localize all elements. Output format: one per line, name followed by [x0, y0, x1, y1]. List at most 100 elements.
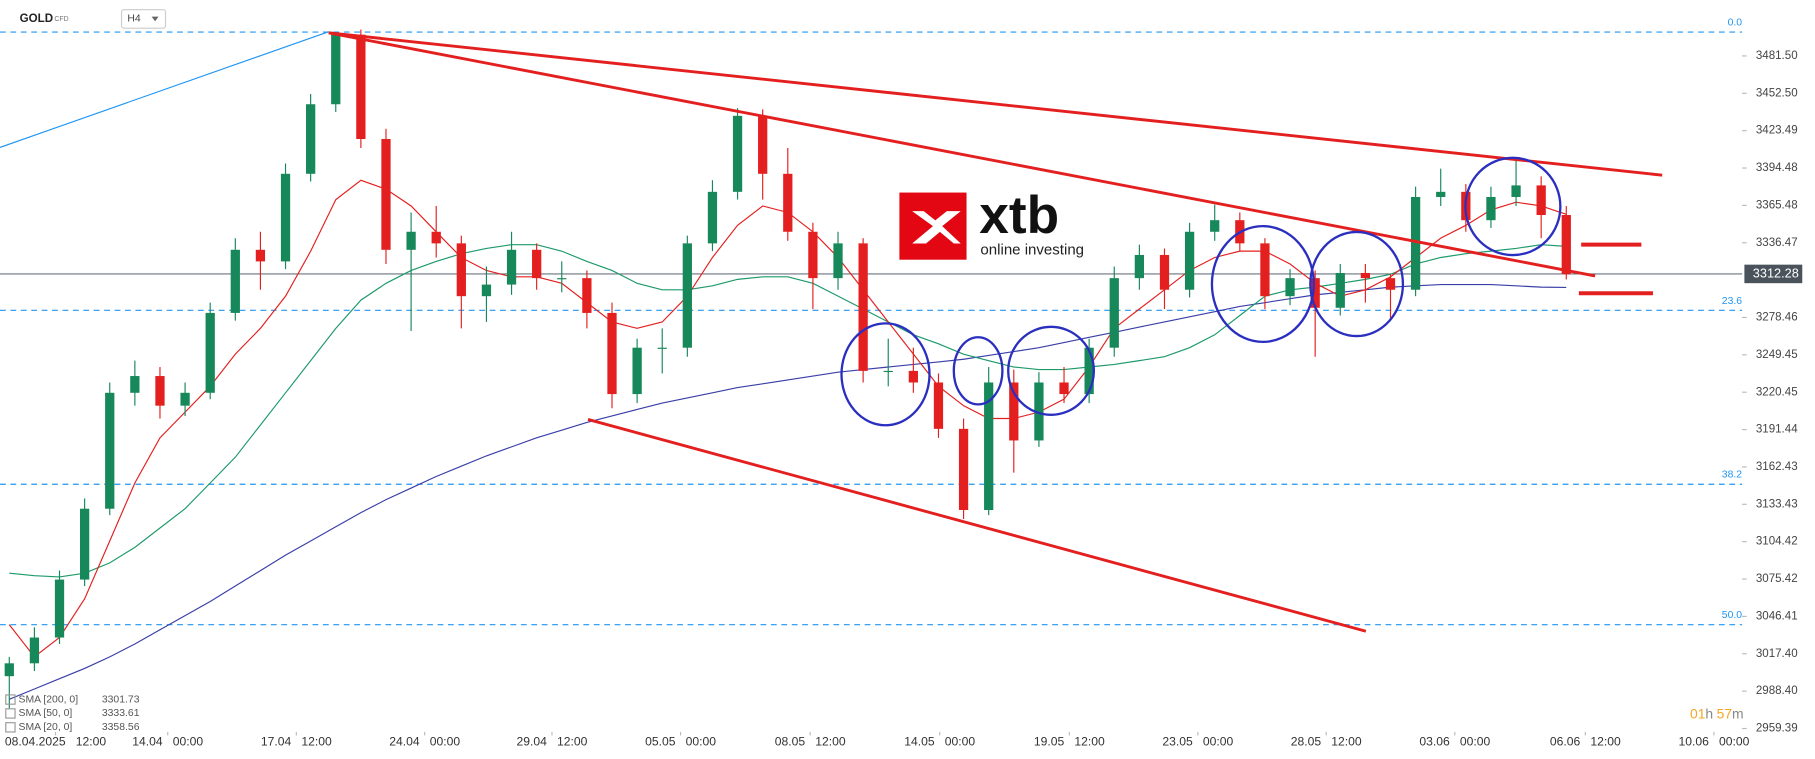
y-tick-label: 3075.42 [1756, 573, 1798, 585]
grid-layer [0, 31, 1747, 736]
candle-body [80, 508, 90, 580]
countdown-minutes: 57 [1717, 705, 1733, 721]
fib-label: 23.6 [1722, 296, 1742, 307]
y-tick-label: 3423.49 [1756, 125, 1798, 137]
candle-body [506, 249, 517, 285]
fib-label: 0.0 [1728, 18, 1743, 29]
symbol: GOLD [20, 13, 53, 25]
candle-body [1360, 272, 1371, 279]
highlight-circle [840, 322, 931, 427]
candle-body [255, 249, 266, 262]
legend-value: 3301.73 [102, 694, 140, 705]
candle-body [1536, 185, 1546, 216]
highlight-circle [1007, 325, 1096, 416]
y-tick-label: 3249.45 [1756, 349, 1798, 361]
candle-body [1210, 220, 1220, 232]
highlight-circle [1464, 156, 1562, 257]
trend-line [328, 31, 1663, 177]
instrument-type: CFD [54, 16, 68, 23]
legend-icon [5, 722, 16, 733]
logo: xtb online investing [899, 186, 1084, 260]
candle-body [858, 243, 868, 371]
legend-name: SMA [50, 0] [19, 708, 73, 719]
x-tick-label: 06.06 12:00 [1550, 735, 1621, 749]
x-tick-label: 23.05 00:00 [1162, 735, 1233, 749]
candle-body [607, 312, 617, 395]
logo-x [912, 211, 961, 244]
candle-body [205, 312, 215, 393]
candle-body [381, 139, 391, 250]
y-tick-label: 3046.41 [1756, 610, 1798, 622]
drawings [0, 31, 1663, 633]
x-tick-label: 14.04 00:00 [132, 735, 203, 749]
candle-body [1436, 191, 1446, 197]
candle-body [707, 191, 718, 244]
y-tick-label: 2959.39 [1756, 723, 1798, 735]
candle-body [1134, 254, 1144, 279]
candle-body [54, 579, 65, 638]
x-tick-label: 08.04.2025 12:00 [5, 735, 107, 749]
candle-body [1486, 196, 1496, 221]
y-tick-label: 3017.40 [1756, 648, 1798, 660]
candle-body [306, 104, 316, 174]
candle-body [632, 347, 642, 395]
candle-body [105, 392, 115, 509]
candle-body [1159, 254, 1170, 290]
highlight-circle [1210, 224, 1315, 344]
candle-body [456, 243, 466, 297]
candle-body [933, 382, 944, 429]
highlight-circle [952, 336, 1004, 406]
candle-body [130, 376, 140, 393]
candle-body [331, 34, 341, 105]
sma-line [9, 284, 1567, 700]
candle-body [1335, 272, 1345, 308]
candle-body [1184, 231, 1195, 290]
y-tick-label: 3336.47 [1756, 237, 1798, 249]
candle-body [532, 249, 542, 279]
candle-body [808, 231, 818, 279]
dropdown-arrow [151, 16, 159, 22]
legend-value: 3358.56 [102, 722, 140, 733]
candle-body [1561, 215, 1571, 275]
countdown: 01h 57m [1690, 705, 1744, 721]
y-tick-label: 3394.48 [1756, 162, 1798, 174]
y-tick-label: 3452.50 [1756, 87, 1798, 99]
x-tick-label: 28.05 12:00 [1291, 735, 1362, 749]
candle-body [657, 347, 667, 349]
y-tick-label: 3104.42 [1756, 536, 1798, 548]
candle-body [833, 243, 843, 279]
candle-body [356, 34, 366, 140]
y-tick-label: 3191.44 [1756, 424, 1798, 436]
trend-line [328, 31, 1596, 278]
interval-select[interactable] [120, 9, 167, 29]
y-tick-label: 3133.43 [1756, 498, 1798, 510]
candle-body [481, 284, 492, 297]
candle-body [1310, 278, 1320, 308]
logo-tagline: online investing [980, 241, 1084, 258]
y-tick-label: 3220.45 [1756, 386, 1798, 398]
series-layer [4, 29, 1571, 709]
sma-line [9, 244, 1567, 578]
legend-icon [5, 708, 16, 719]
last-price-tag [1744, 264, 1803, 284]
y-tick-label: 3365.48 [1756, 199, 1798, 211]
y-tick-label: 3278.46 [1756, 312, 1798, 324]
x-tick-label: 17.04 12:00 [261, 735, 332, 749]
candle-body [557, 278, 567, 280]
fib-label: 50.0 [1722, 610, 1742, 621]
trend-line [587, 418, 1367, 633]
candle-body [1285, 278, 1295, 297]
candle-body [230, 249, 240, 313]
candle-body [1385, 278, 1396, 290]
candle-body [1260, 243, 1270, 297]
x-tick-label: 03.06 00:00 [1419, 735, 1490, 749]
candle-body [406, 231, 416, 250]
x-tick-label: 19.05 12:00 [1034, 735, 1105, 749]
candle-body [180, 392, 190, 406]
logo-brand: xtb [979, 186, 1059, 245]
candle-body [682, 243, 692, 348]
candle-body [155, 376, 165, 406]
candle-body [1511, 185, 1521, 197]
last-price-label: 3312.28 [1753, 265, 1799, 280]
legend-value: 3333.61 [102, 708, 140, 719]
